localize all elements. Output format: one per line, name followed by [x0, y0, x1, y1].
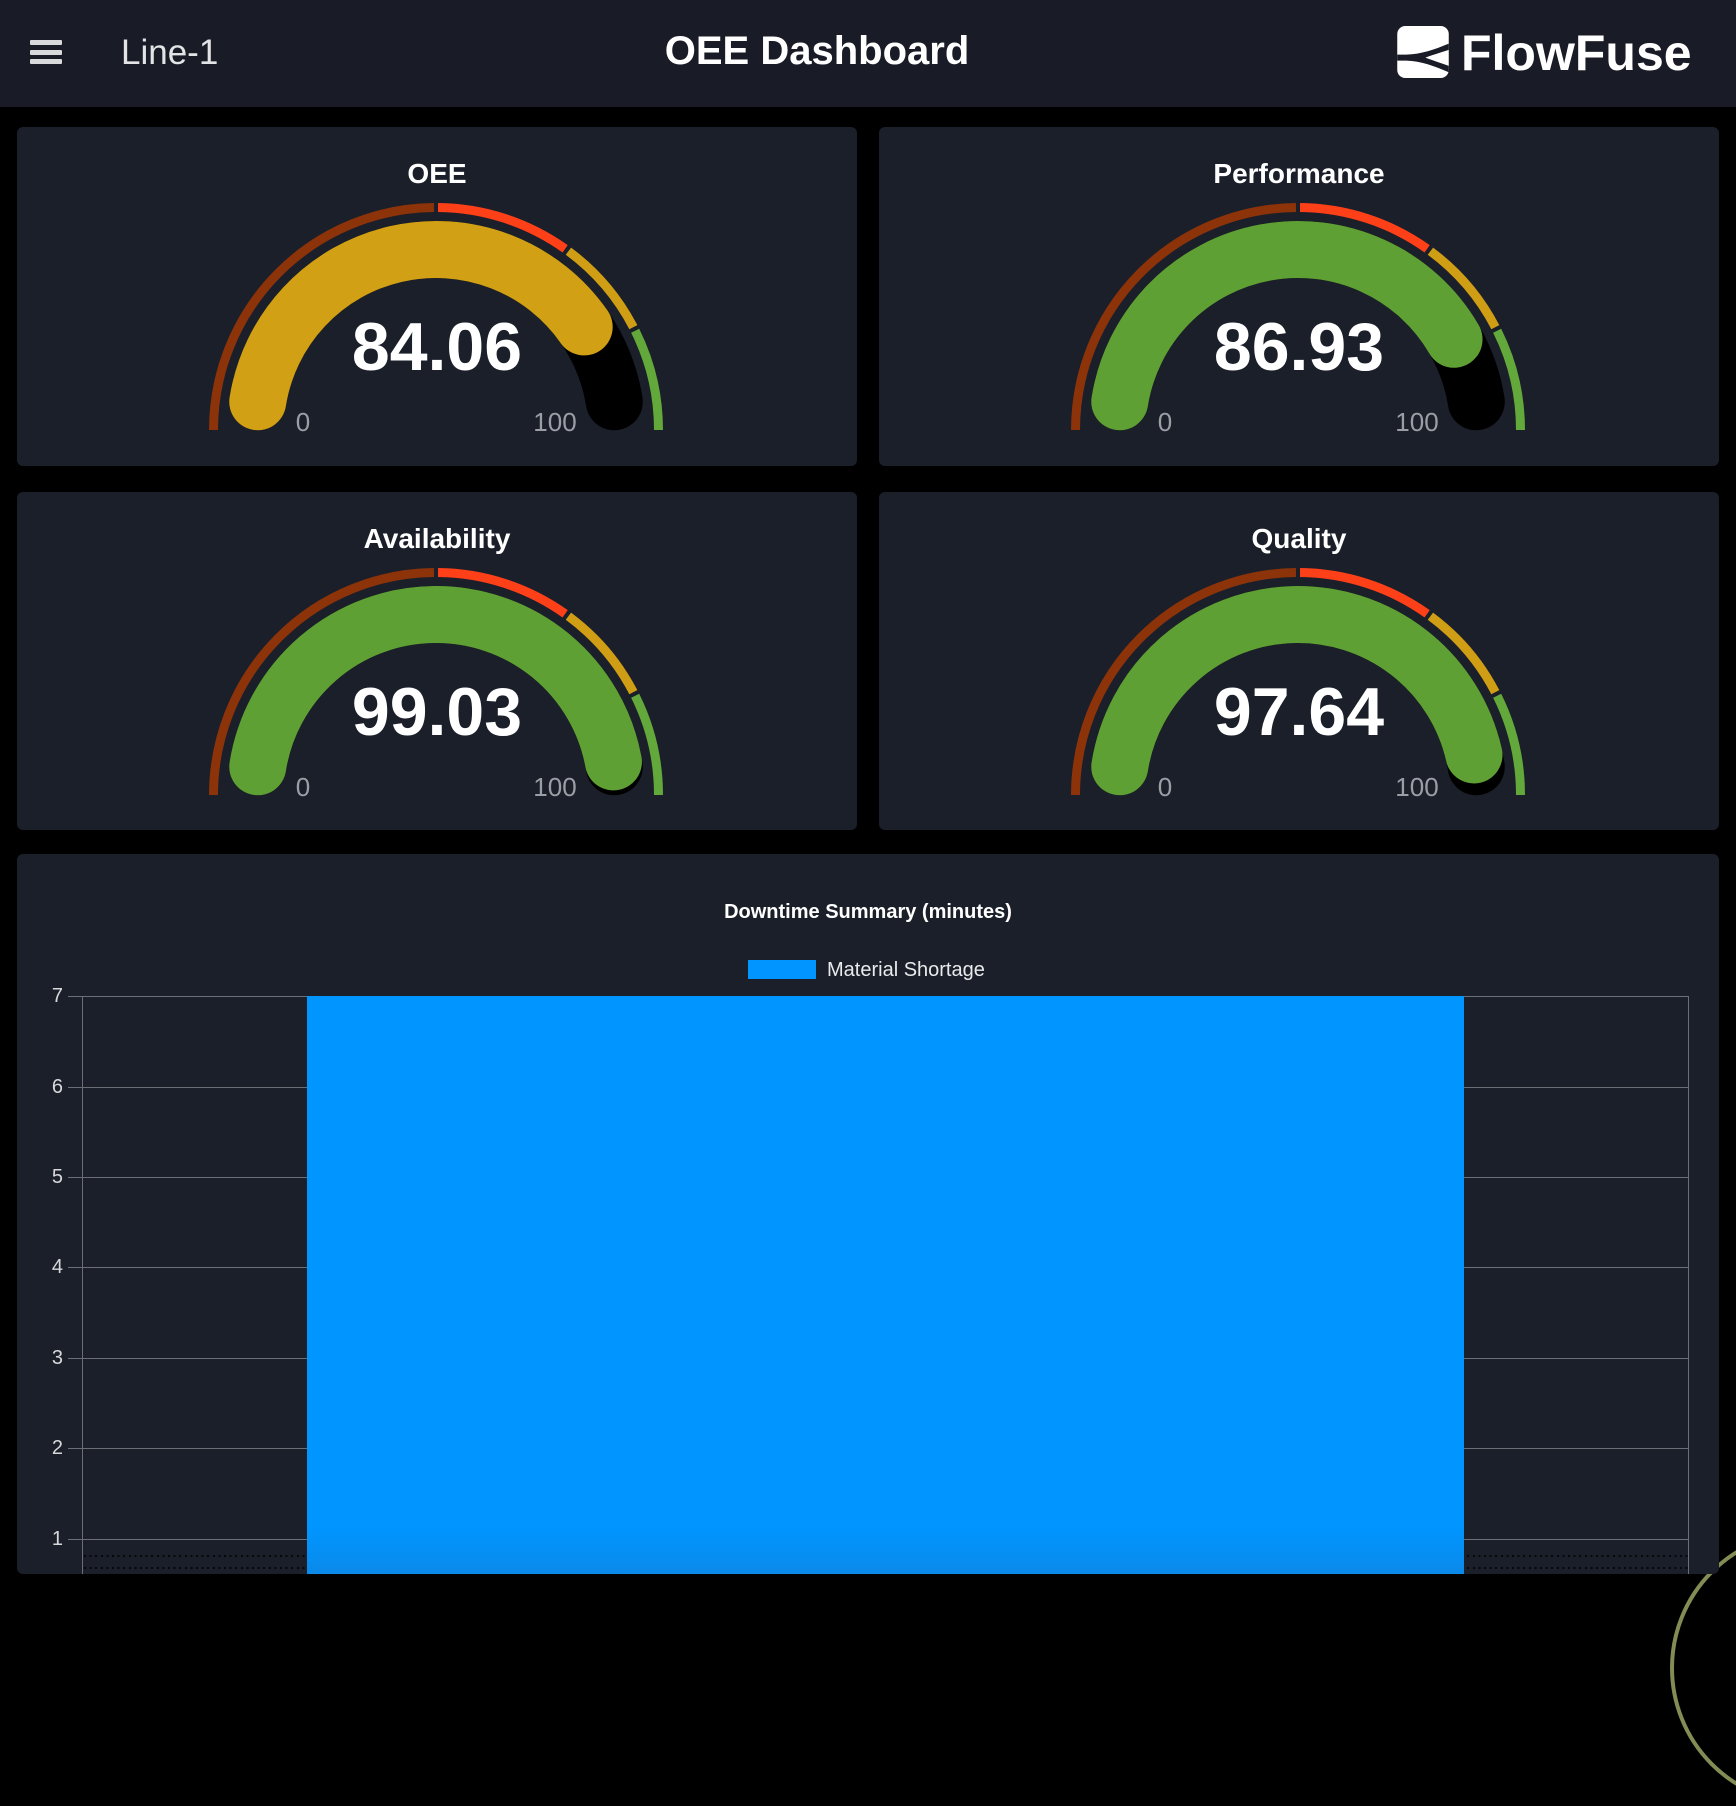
- svg-text:86.93: 86.93: [1214, 309, 1384, 385]
- svg-text:100: 100: [1395, 407, 1438, 437]
- svg-text:0: 0: [1158, 407, 1172, 437]
- svg-text:0: 0: [1158, 772, 1172, 802]
- svg-text:100: 100: [533, 407, 576, 437]
- svg-text:100: 100: [533, 772, 576, 802]
- svg-text:97.64: 97.64: [1214, 674, 1384, 750]
- svg-text:0: 0: [296, 407, 310, 437]
- svg-text:84.06: 84.06: [352, 309, 522, 385]
- svg-text:0: 0: [296, 772, 310, 802]
- svg-text:99.03: 99.03: [352, 674, 522, 750]
- svg-text:100: 100: [1395, 772, 1438, 802]
